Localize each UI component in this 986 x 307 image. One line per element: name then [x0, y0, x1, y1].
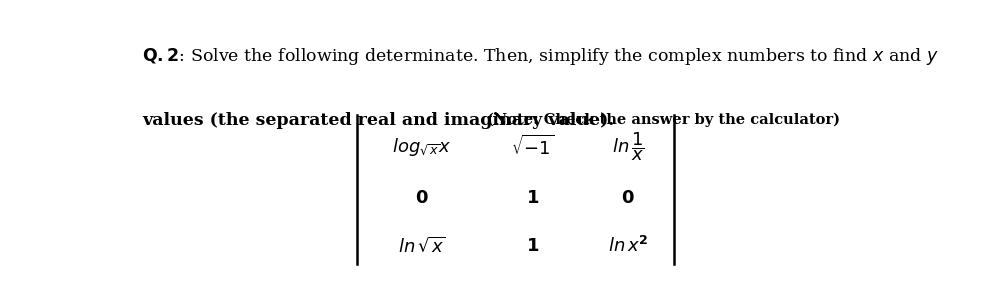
Text: $\bf{Q.2}$: Solve the following determinate. Then, simplify the complex numbers : $\bf{Q.2}$: Solve the following determin…	[142, 46, 939, 67]
Text: $\mathit{ln}\,\dfrac{1}{\mathit{x}}$: $\mathit{ln}\,\dfrac{1}{\mathit{x}}$	[611, 130, 644, 163]
Text: $\mathit{ln}\,\mathit{x}^{\mathbf{2}}$: $\mathit{ln}\,\mathit{x}^{\mathbf{2}}$	[607, 236, 648, 256]
Text: $\mathbf{1}$: $\mathbf{1}$	[526, 188, 538, 207]
Text: values (the separated real and imaginary value).: values (the separated real and imaginary…	[142, 112, 614, 130]
Text: $\mathbf{0}$: $\mathbf{0}$	[621, 188, 634, 207]
Text: $\mathit{\sqrt{-1}}$: $\mathit{\sqrt{-1}}$	[511, 135, 554, 159]
Text: $\mathit{ln}\,\mathit{\sqrt{x}}$: $\mathit{ln}\,\mathit{\sqrt{x}}$	[397, 236, 446, 256]
Text: (Note: Check the answer by the calculator): (Note: Check the answer by the calculato…	[486, 112, 839, 127]
Text: $\mathit{log}_{\mathit{\sqrt{x}}}\mathit{x}$: $\mathit{log}_{\mathit{\sqrt{x}}}\mathit…	[391, 136, 451, 158]
Text: $\mathbf{1}$: $\mathbf{1}$	[526, 237, 538, 255]
Text: $\mathbf{0}$: $\mathbf{0}$	[414, 188, 428, 207]
